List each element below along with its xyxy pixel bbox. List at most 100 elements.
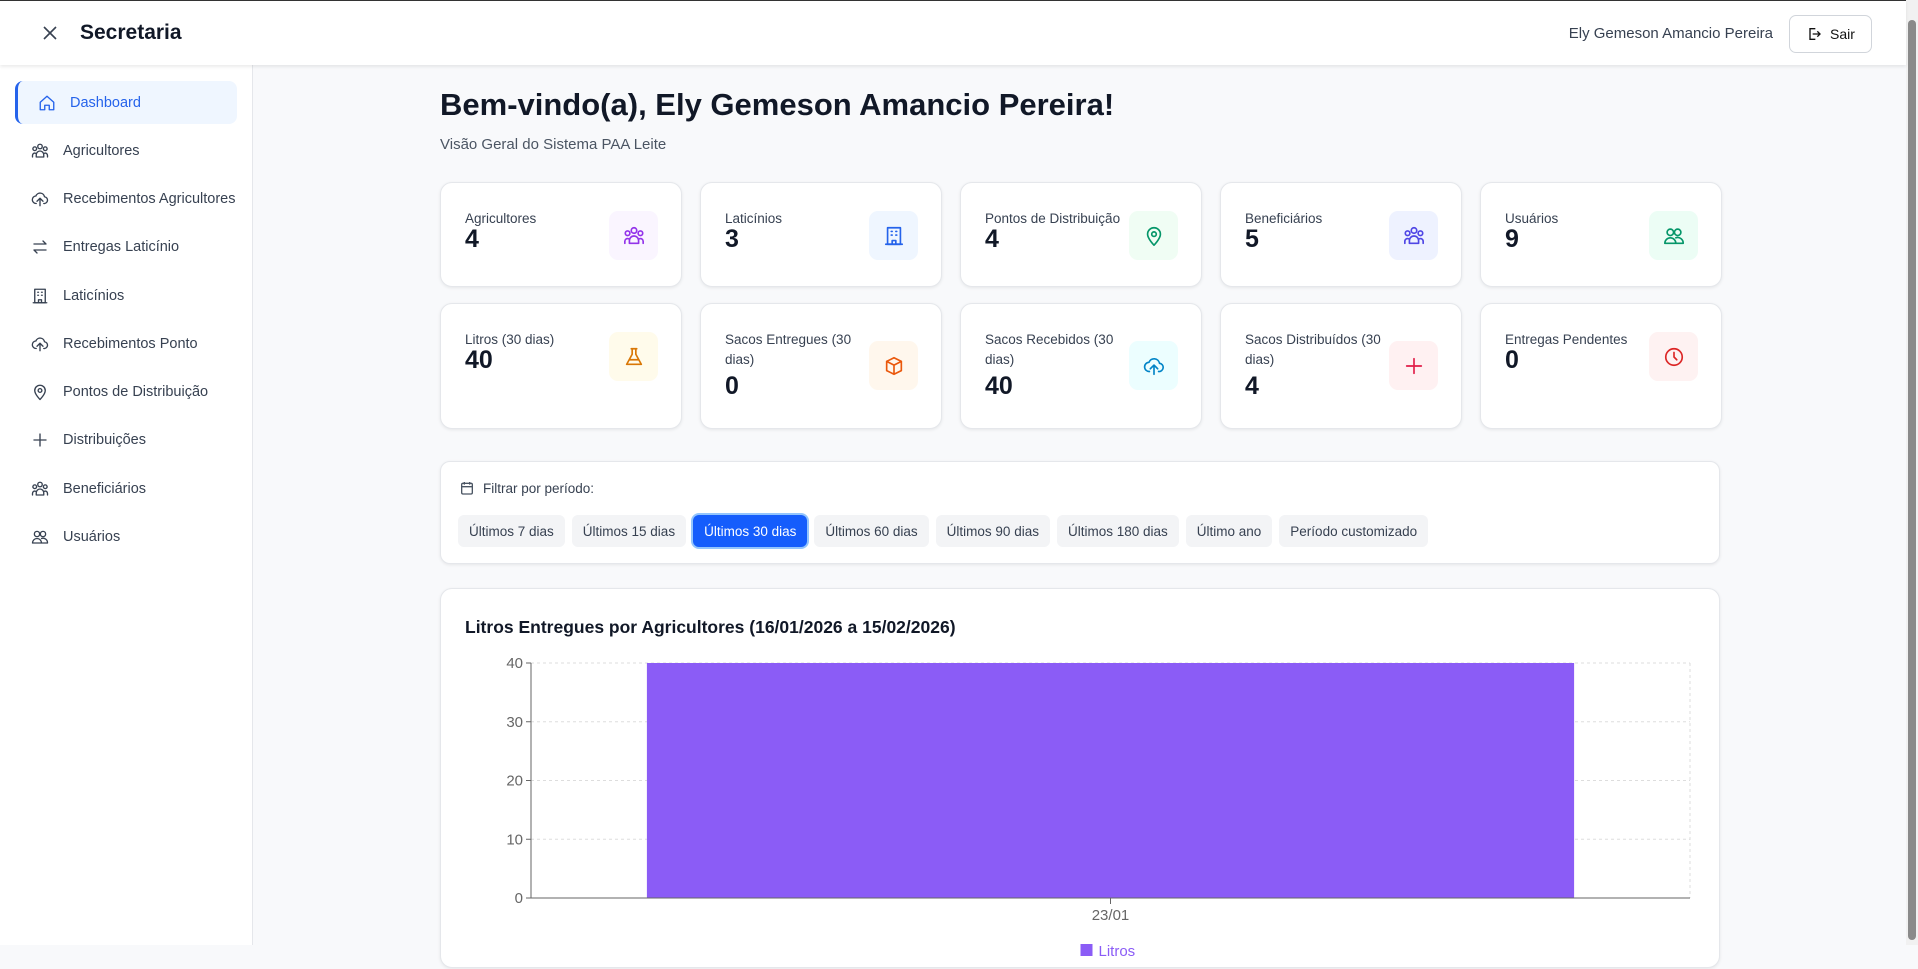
stat-value: 4 (1245, 372, 1259, 400)
stat-icon-box (1129, 211, 1178, 260)
package-icon (885, 356, 902, 375)
logout-button[interactable]: Sair (1789, 15, 1872, 53)
chart-card: Litros Entregues por Agricultores (16/01… (440, 588, 1720, 968)
logout-icon (1809, 28, 1821, 40)
sidebar-item-dashboard[interactable]: Dashboard (15, 81, 237, 124)
stat-card: Sacos Entregues (30 dias) 0 (700, 303, 942, 429)
stat-label: Litros (30 dias) (465, 332, 555, 347)
period-option[interactable]: Últimos 15 dias (571, 515, 687, 547)
sidebar-item-label: Distribuições (63, 431, 146, 448)
legend-label: Litros (1099, 943, 1136, 960)
sidebar-item-beneficiarios[interactable]: Beneficiários (15, 467, 237, 510)
stat-label: Entregas Pendentes (1505, 332, 1628, 347)
flask-icon (625, 347, 642, 365)
sidebar-item-label: Recebimentos Ponto (63, 335, 198, 352)
period-option[interactable]: Período customizado (1279, 515, 1429, 547)
sidebar-item-label: Dashboard (70, 94, 141, 111)
users-icon (31, 143, 49, 158)
home-icon (39, 95, 55, 110)
y-tick-label: 30 (506, 714, 523, 731)
sidebar-item-entregas-laticinio[interactable]: Entregas Laticínio (15, 225, 237, 268)
arrows-exchange-icon (33, 239, 47, 254)
stat-value: 9 (1505, 225, 1519, 253)
stat-card: Litros (30 dias) 40 (440, 303, 682, 429)
top-header: Secretaria Ely Gemeson Amancio Pereira S… (0, 0, 1906, 65)
period-option[interactable]: Últimos 180 dias (1056, 515, 1179, 547)
x-tick-label: 23/01 (1092, 907, 1130, 924)
sidebar-item-label: Agricultores (63, 142, 140, 159)
calendar-icon (461, 482, 473, 495)
sidebar-item-recebimentos-ponto[interactable]: Recebimentos Ponto (15, 322, 237, 365)
logout-label: Sair (1830, 26, 1855, 42)
bar (646, 663, 1575, 898)
scrollbar-thumb[interactable] (1908, 20, 1916, 940)
y-tick-label: 10 (506, 831, 523, 848)
page-title: Bem-vindo(a), Ely Gemeson Amancio Pereir… (440, 87, 1115, 122)
close-icon[interactable] (40, 23, 60, 43)
cloud-upload-icon (31, 336, 49, 351)
stat-value: 40 (985, 372, 1013, 400)
stat-card: Agricultores 4 (440, 182, 682, 287)
stat-value: 0 (725, 372, 739, 400)
cloud-upload-icon (31, 191, 49, 206)
period-option[interactable]: Últimos 60 dias (814, 515, 929, 547)
stat-value: 3 (725, 225, 739, 253)
stat-label: Laticínios (725, 211, 783, 226)
stat-label: Pontos de Distribuição (985, 211, 1121, 226)
stat-icon-box (1129, 341, 1178, 390)
stat-icon-box (869, 211, 918, 260)
clock-icon (1664, 347, 1683, 366)
building-icon (884, 226, 903, 245)
sidebar-item-laticinios[interactable]: Laticínios (15, 274, 237, 317)
building-icon (32, 288, 48, 303)
page-subtitle: Visão Geral do Sistema PAA Leite (440, 136, 667, 153)
sidebar-item-label: Recebimentos Agricultores (63, 190, 236, 207)
stat-value: 40 (465, 346, 493, 374)
stat-card: Laticínios 3 (700, 182, 942, 287)
period-option[interactable]: Últimos 30 dias (693, 515, 808, 547)
period-filter: Filtrar por período: Últimos 7 dias Últim… (440, 461, 1720, 564)
sidebar-item-label: Pontos de Distribuição (63, 383, 209, 400)
sidebar: Dashboard Agricultores Recebimentos Agricu… (0, 65, 253, 945)
stat-icon-box (609, 332, 658, 381)
stat-card: Usuários 9 (1480, 182, 1722, 287)
stat-label: Agricultores (465, 211, 537, 226)
users-icon (623, 226, 644, 244)
y-tick-label: 40 (506, 655, 523, 672)
sidebar-item-label: Usuários (63, 528, 121, 545)
stat-icon-box (1649, 211, 1698, 260)
legend-swatch (1080, 944, 1093, 956)
sidebar-item-label: Laticínios (63, 287, 125, 304)
period-option[interactable]: Último ano (1185, 515, 1273, 547)
sidebar-item-pontos-de-distribuicao[interactable]: Pontos de Distribuição (15, 370, 237, 413)
stat-label: Sacos Recebidos (30 dias) (985, 332, 1114, 367)
stat-icon-box (609, 211, 658, 260)
sidebar-item-label: Entregas Laticínio (63, 238, 180, 255)
period-option[interactable]: Últimos 7 dias (458, 515, 565, 547)
cloud-upload-icon (1143, 357, 1164, 375)
sidebar-item-agricultores[interactable]: Agricultores (15, 129, 237, 172)
sidebar-item-distribuicoes[interactable]: Distribuições (15, 418, 237, 461)
period-option[interactable]: Últimos 90 dias (935, 515, 1050, 547)
y-tick-label: 20 (506, 773, 523, 790)
stat-icon-box (869, 341, 918, 390)
stat-card: Pontos de Distribuição 4 (960, 182, 1202, 287)
bar-chart: 0 10 20 30 40 23/01 Litros (506, 655, 1691, 960)
user-name: Ely Gemeson Amancio Pereira (1568, 25, 1773, 42)
sidebar-item-recebimentos-agricultores[interactable]: Recebimentos Agricultores (15, 177, 237, 220)
stat-icon-box (1389, 211, 1438, 260)
stat-label: Sacos Distribuídos (30 dias) (1245, 332, 1381, 367)
user-group-icon (31, 530, 49, 544)
sidebar-item-usuarios[interactable]: Usuários (15, 515, 237, 558)
plus-icon (33, 432, 47, 447)
scrollbar[interactable] (1906, 0, 1918, 945)
stat-icon-box (1649, 332, 1698, 381)
y-tick-label: 0 (515, 890, 523, 907)
stat-label: Beneficiários (1245, 211, 1323, 226)
stat-icon-box (1389, 341, 1438, 390)
chart-title: Litros Entregues por Agricultores (16/01… (465, 617, 956, 637)
filter-label: Filtrar por período: (483, 480, 595, 496)
user-group-icon (1663, 227, 1684, 244)
stat-value: 4 (985, 225, 999, 253)
plus-icon (1405, 357, 1422, 374)
